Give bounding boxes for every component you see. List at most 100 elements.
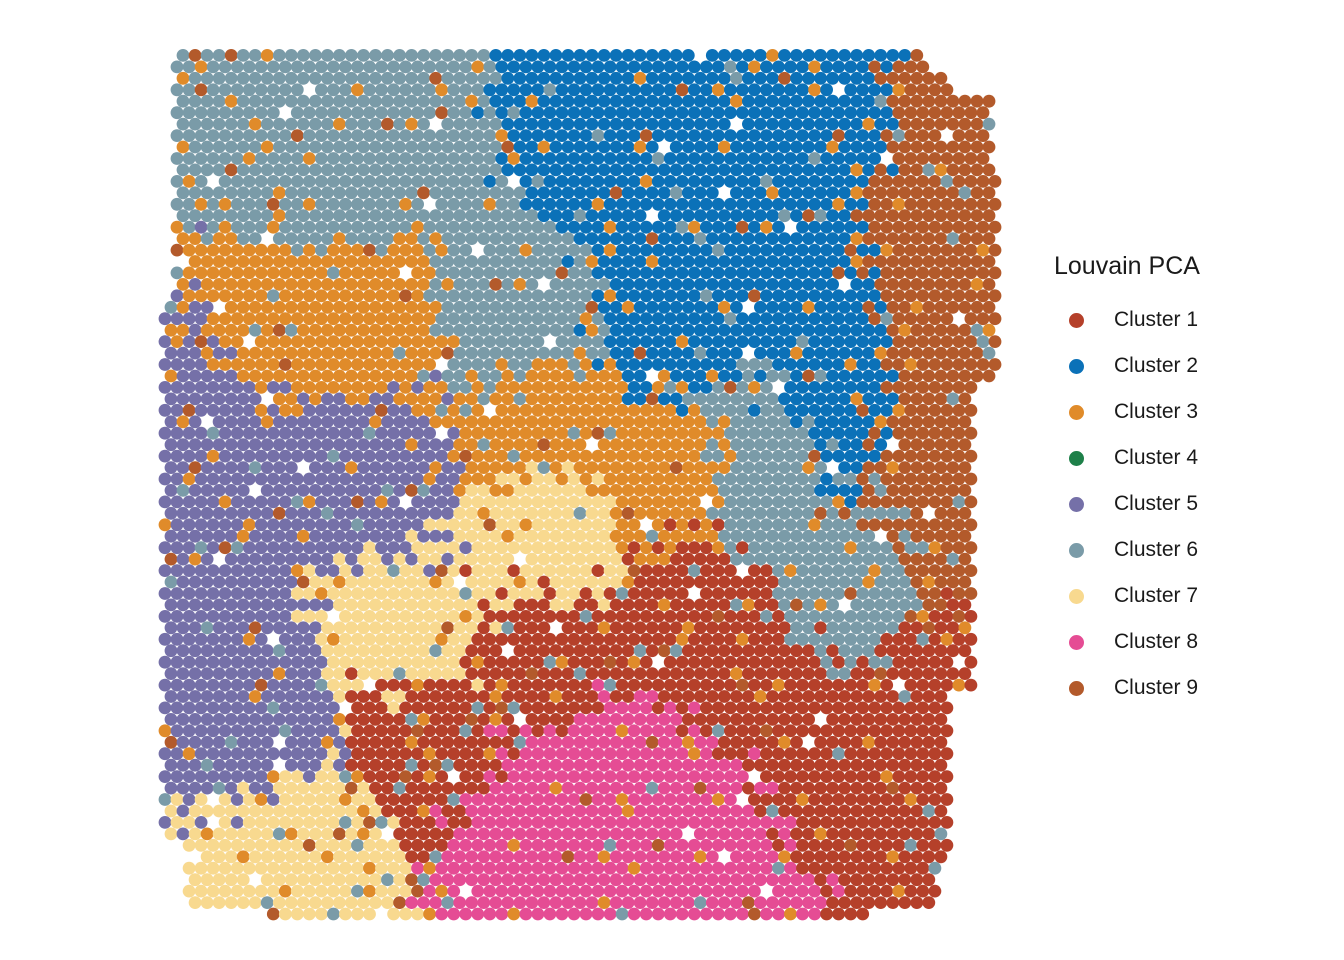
spot-point — [242, 152, 256, 165]
spot-point — [272, 873, 286, 887]
spot-point — [567, 907, 581, 921]
spot-point — [363, 129, 376, 143]
spot-point — [236, 529, 250, 543]
spot-point — [278, 747, 292, 761]
spot-point — [778, 300, 791, 314]
spot-point — [321, 163, 334, 177]
spot-point — [537, 644, 551, 658]
spot-point — [699, 747, 713, 761]
spot-point — [453, 713, 467, 726]
spot-point — [248, 71, 262, 85]
spot-point — [693, 140, 707, 154]
spot-point — [188, 415, 202, 429]
spot-point — [188, 644, 202, 658]
spot-point — [754, 735, 767, 749]
spot-point — [290, 632, 304, 646]
spot-point — [266, 426, 280, 440]
spot-point — [760, 381, 773, 394]
spot-point — [856, 632, 870, 646]
spot-point — [302, 60, 316, 74]
spot-point — [886, 300, 900, 314]
spot-point — [748, 335, 761, 348]
spot-point — [597, 598, 611, 612]
spot-point — [351, 472, 364, 486]
spot-point — [417, 117, 430, 131]
spot-point — [681, 484, 695, 497]
spot-point — [681, 369, 695, 383]
spot-point — [585, 667, 599, 680]
spot-point — [621, 850, 635, 864]
spot-point — [549, 758, 563, 772]
spot-point — [730, 255, 743, 268]
spot-point — [633, 873, 647, 887]
spot-point — [435, 129, 449, 143]
spot-point — [290, 793, 304, 806]
spot-point — [748, 884, 761, 898]
spot-point — [645, 529, 659, 543]
spot-point — [573, 575, 587, 589]
spot-point — [447, 220, 461, 234]
spot-point — [790, 323, 803, 337]
spot-point — [561, 49, 575, 62]
spot-point — [375, 884, 388, 898]
spot-point — [254, 564, 268, 577]
spot-point — [922, 781, 936, 795]
spot-point — [242, 381, 256, 394]
spot-point — [339, 266, 352, 280]
spot-point — [886, 94, 900, 108]
spot-point — [645, 94, 659, 108]
spot-point — [513, 438, 527, 452]
spot-point — [393, 369, 406, 383]
spot-point — [820, 632, 833, 646]
spot-point — [278, 335, 292, 348]
spot-point — [982, 163, 996, 177]
spot-point — [988, 335, 1002, 348]
spot-point — [218, 266, 232, 280]
spot-point — [633, 552, 647, 566]
spot-point — [579, 632, 593, 646]
spot-point — [916, 564, 930, 577]
spot-point — [928, 381, 942, 394]
spot-point — [254, 518, 268, 532]
spot-point — [393, 873, 406, 887]
spot-point — [573, 644, 587, 658]
spot-point — [188, 713, 202, 726]
spot-point — [194, 426, 208, 440]
spot-point — [357, 186, 370, 200]
spot-point — [321, 94, 334, 108]
spot-point — [441, 323, 455, 337]
spot-point — [946, 140, 960, 154]
spot-point — [459, 152, 473, 165]
spot-point — [609, 621, 623, 635]
spot-point — [561, 827, 575, 841]
spot-point — [952, 243, 966, 257]
spot-point — [784, 175, 797, 188]
spot-point — [387, 220, 400, 234]
spot-point — [248, 94, 262, 108]
spot-point — [489, 735, 503, 749]
spot-point — [591, 289, 605, 303]
spot-point — [387, 770, 400, 783]
spot-point — [302, 564, 316, 577]
spot-point — [495, 495, 509, 509]
spot-point — [958, 209, 972, 223]
spot-point — [675, 449, 689, 463]
spot-point — [284, 667, 298, 680]
spot-point — [633, 392, 647, 406]
spot-point — [272, 804, 286, 818]
spot-point — [387, 60, 400, 74]
spot-point — [459, 564, 473, 577]
spot-point — [760, 175, 773, 188]
spot-point — [236, 323, 250, 337]
spot-point — [796, 564, 809, 577]
spot-point — [669, 850, 683, 864]
spot-point — [898, 415, 912, 429]
spot-point — [212, 667, 226, 680]
spot-point — [934, 438, 948, 452]
spot-point — [832, 587, 845, 600]
spot-point — [778, 598, 791, 612]
spot-point — [778, 392, 791, 406]
spot-point — [784, 678, 797, 692]
spot-point — [278, 610, 292, 623]
spot-point — [519, 403, 533, 417]
